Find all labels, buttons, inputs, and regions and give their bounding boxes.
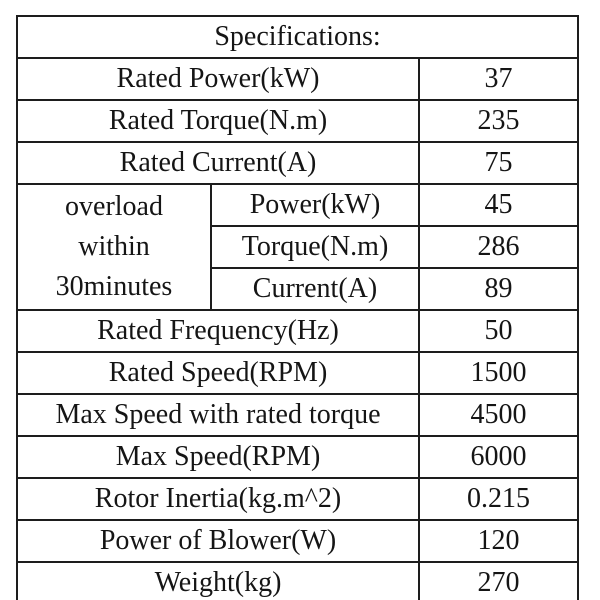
spec-value: 286 — [417, 225, 580, 269]
table-title-row: Specifications: — [15, 15, 580, 59]
spec-value: 89 — [417, 267, 580, 311]
spec-label: Rated Current(A) — [16, 141, 420, 185]
table-row: Rated Current(A) 75 — [16, 141, 580, 185]
table-row: Power of Blower(W) 120 — [16, 519, 580, 563]
spec-value: 270 — [417, 561, 580, 600]
spec-label: Rated Torque(N.m) — [16, 99, 420, 143]
overload-label-line: within — [78, 231, 150, 262]
spec-label: Rated Speed(RPM) — [16, 351, 420, 395]
spec-label: Max Speed with rated torque — [16, 393, 420, 437]
spec-value: 37 — [417, 57, 580, 101]
spec-label: Rated Frequency(Hz) — [16, 309, 420, 353]
spec-value: 6000 — [417, 435, 580, 479]
overload-label-line: 30minutes — [55, 271, 173, 302]
table-row: Rated Speed(RPM) 1500 — [16, 351, 580, 395]
spec-sublabel: Torque(N.m) — [210, 225, 420, 269]
table-row: Rotor Inertia(kg.m^2) 0.215 — [16, 477, 580, 521]
table-title: Specifications: — [15, 15, 580, 59]
table-row-overload: overload within 30minutes Power(kW) 45 — [16, 183, 580, 311]
spec-label: Rated Power(kW) — [16, 57, 420, 101]
table-row: Rated Frequency(Hz) 50 — [16, 309, 580, 353]
spec-label: Max Speed(RPM) — [16, 435, 420, 479]
spec-value: 50 — [417, 309, 580, 353]
table-row: Rated Power(kW) 37 — [16, 57, 580, 101]
table-row: Weight(kg) 270 — [16, 561, 580, 600]
table-row-overload: Torque(N.m) 286 — [17, 225, 580, 269]
spec-value: 4500 — [417, 393, 580, 437]
table-row-overload: Current(A) 89 — [17, 267, 580, 311]
spec-label: Weight(kg) — [16, 561, 420, 600]
table-row: Max Speed(RPM) 6000 — [16, 435, 580, 479]
spec-value: 235 — [417, 99, 580, 143]
table-row: Rated Torque(N.m) 235 — [16, 99, 580, 143]
spec-value: 75 — [417, 141, 580, 185]
spec-sublabel: Power(kW) — [210, 183, 420, 227]
spec-value: 0.215 — [417, 477, 580, 521]
spec-label: Power of Blower(W) — [16, 519, 420, 563]
spec-value: 1500 — [417, 351, 580, 395]
overload-group-label: overload within 30minutes — [16, 183, 212, 311]
spec-label: Rotor Inertia(kg.m^2) — [16, 477, 420, 521]
table-row: Max Speed with rated torque 4500 — [16, 393, 580, 437]
specifications-table: Specifications: Rated Power(kW) 37 Rated… — [15, 15, 580, 600]
spec-value: 120 — [417, 519, 580, 563]
overload-label-line: overload — [65, 191, 163, 222]
spec-sublabel: Current(A) — [210, 267, 420, 311]
spec-value: 45 — [417, 183, 580, 227]
